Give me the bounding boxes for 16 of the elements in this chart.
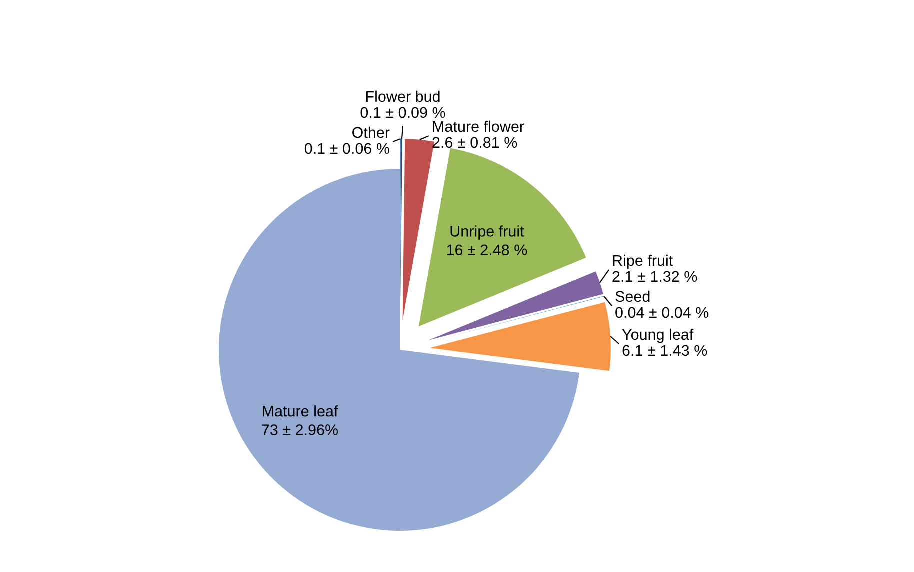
data-label: 73 ± 2.96% <box>262 424 338 436</box>
slice-label: Flower bud <box>366 90 440 102</box>
slice-label: Mature leaf <box>263 406 338 417</box>
data-label: 2.6 ± 0.81 % <box>432 137 518 148</box>
data-label: 0.1 ± 0.09 % <box>360 107 446 118</box>
data-label: 16 ± 2.48 % <box>447 244 528 256</box>
slice-label: Ripe fruit <box>613 254 674 270</box>
slice-label: Unripe fruit <box>450 226 524 240</box>
slice-label: Mature flower <box>433 120 524 132</box>
data-label: 2.1 ± 1.32 % <box>612 271 698 282</box>
slice-label: Seed <box>616 290 650 302</box>
data-label: 0.1 ± 0.06 % <box>304 143 390 154</box>
data-label: 0.04 ± 0.04 % <box>616 307 709 318</box>
data-label: 6.1 ± 1.43 % <box>622 345 708 356</box>
slice-label: Other <box>352 126 390 138</box>
slice-label: Young leaf <box>622 328 694 344</box>
